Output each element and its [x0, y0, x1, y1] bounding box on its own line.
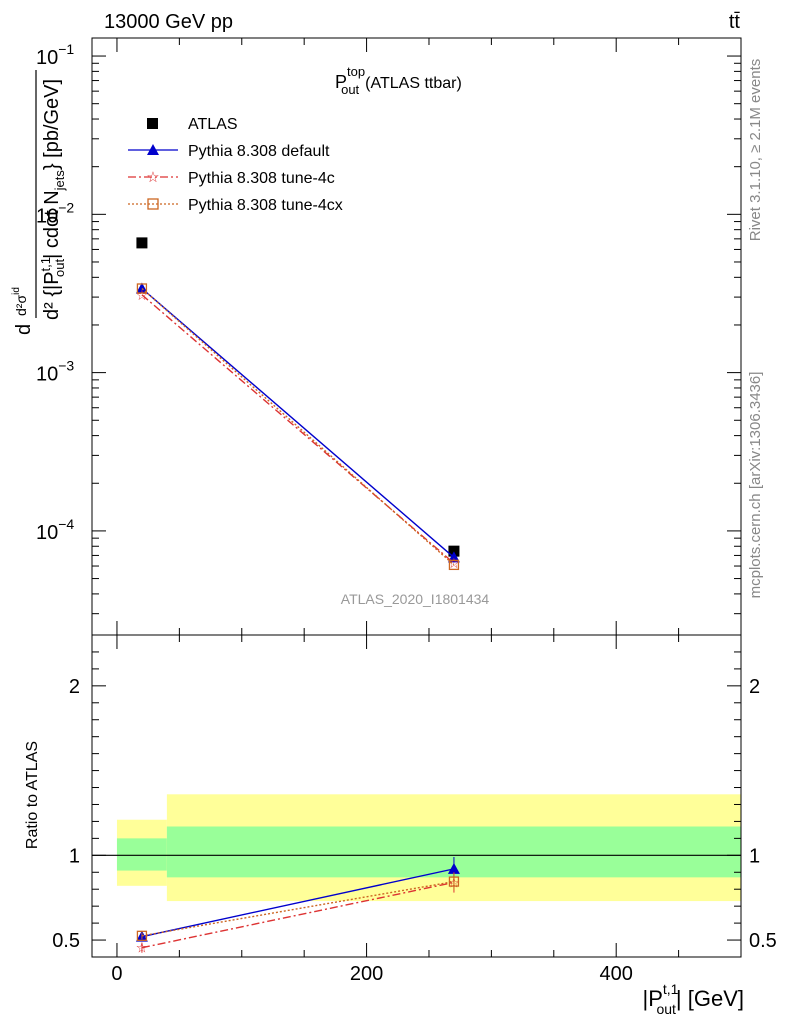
ratio-xlabel-suffix: | [GeV]	[676, 986, 744, 1011]
ratio-xlabel-sub: out	[656, 1001, 676, 1017]
ratio-series-line	[141, 868, 455, 938]
ratio-uncertainty-bands	[92, 794, 741, 902]
ratio-x-tick-label: 0	[111, 963, 122, 985]
ratio-x-tick-label: 200	[350, 963, 383, 985]
main-series-line	[141, 287, 455, 558]
energy-label: 13000 GeV pp	[104, 11, 233, 33]
main-title-sup: top	[347, 64, 365, 79]
main-y-tick-label: 10−1	[36, 41, 74, 69]
ratio-y-tick-label-right: 0.5	[749, 930, 777, 952]
legend-marker-tune4cx	[147, 198, 159, 210]
ratio-point-tune4cx	[136, 930, 148, 941]
ratio-y-tick-label-right: 2	[749, 676, 760, 698]
main-panel: ☆☆ 10−110−210−310−4 Ptop out (ATLAS ttbar)…	[11, 37, 742, 636]
main-series-line	[141, 294, 455, 564]
ratio-series-line	[141, 881, 455, 949]
legend-label-default: Pythia 8.308 default	[188, 143, 330, 160]
legend-entry-atlas: ATLAS	[147, 116, 238, 133]
main-ylabel-d: d	[13, 324, 35, 335]
legend-marker-tune4c: ☆	[146, 169, 159, 186]
main-point-atlas	[448, 545, 460, 557]
ratio-y-tick-label-left: 1	[69, 845, 80, 867]
main-series-line	[141, 287, 455, 566]
rivet-label: Rivet 3.1.10, ≥ 2.1M events	[747, 59, 764, 242]
ratio-point-tune4cx	[448, 876, 460, 887]
process-label: tt̄	[729, 11, 741, 33]
ratio-y-tick-label-right: 1	[749, 845, 760, 867]
legend-entry-tune4cx: Pythia 8.308 tune-4cx	[128, 197, 343, 214]
ratio-frame	[91, 634, 742, 958]
legend-entry-default: Pythia 8.308 default	[128, 143, 330, 160]
legend-label-tune4cx: Pythia 8.308 tune-4cx	[188, 197, 343, 214]
legend-label-tune4c: Pythia 8.308 tune-4c	[188, 170, 335, 187]
ratio-x-tick-label: 400	[600, 963, 633, 985]
ratio-axis-ticks: 0.5 0.5 1 1 2 2 0 200 400	[52, 635, 777, 985]
ratio-panel: ☆☆ 0.5 0.5 1 1 2 2 0 200 400 Ratio to ATLAS |Pt,…	[24, 634, 777, 1017]
main-ylabel-den: d² {|Pt,1out| cdot Njets} [pb/GeV]	[38, 79, 67, 320]
main-ylabel-num: d²σid	[11, 287, 29, 316]
legend-marker-atlas	[147, 118, 158, 129]
ratio-xlabel-base: |P	[642, 986, 662, 1011]
main-point-tune4cx	[448, 559, 460, 571]
ratio-ylabel: Ratio to ATLAS	[24, 741, 41, 849]
main-title-suffix: (ATLAS ttbar)	[365, 75, 462, 92]
legend-marker-default	[147, 144, 159, 155]
ratio-plot-marks: ☆☆	[136, 857, 460, 956]
legend-label-atlas: ATLAS	[188, 116, 238, 133]
ratio-y-tick-label-left: 2	[69, 676, 80, 698]
main-ylabel: d d²σid d² {|Pt,1out| cdot Njets} [pb/Ge…	[11, 70, 67, 335]
analysis-watermark: ATLAS_2020_I1801434	[341, 591, 490, 607]
mcplots-label: mcplots.cern.ch [arXiv:1306.3436]	[747, 372, 764, 599]
main-y-tick-label: 10−2	[36, 199, 74, 227]
ratio-xlabel-sup: t,1	[663, 981, 679, 997]
legend: ATLAS Pythia 8.308 default ☆ Pythia 8.30…	[128, 116, 343, 214]
legend-entry-tune4c: ☆ Pythia 8.308 tune-4c	[128, 169, 335, 187]
main-point-default	[135, 282, 148, 294]
main-point-default	[447, 551, 460, 563]
ratio-y-tick-label-left: 0.5	[52, 930, 80, 952]
main-y-tick-label: 10−4	[36, 516, 74, 544]
ratio-band-green	[116, 838, 167, 871]
ratio-series-line	[141, 880, 455, 937]
main-title: Ptop out (ATLAS ttbar)	[335, 64, 462, 97]
ratio-point-tune4c: ☆	[136, 940, 149, 956]
main-point-tune4c: ☆	[136, 287, 149, 303]
main-point-atlas	[136, 237, 148, 249]
ratio-xlabel: |Pt,1 out| [GeV]	[642, 981, 744, 1017]
main-point-tune4c: ☆	[448, 555, 461, 571]
main-title-sub: out	[341, 82, 359, 97]
main-point-tune4cx	[136, 283, 148, 294]
main-plot-marks: ☆☆	[135, 237, 461, 571]
main-axis-ticks: 10−1 10−2 10−3 10−4	[36, 38, 742, 635]
ratio-point-default	[447, 862, 460, 874]
main-title-base: P	[335, 72, 347, 92]
main-y-tick-label: 10−3	[36, 358, 74, 386]
